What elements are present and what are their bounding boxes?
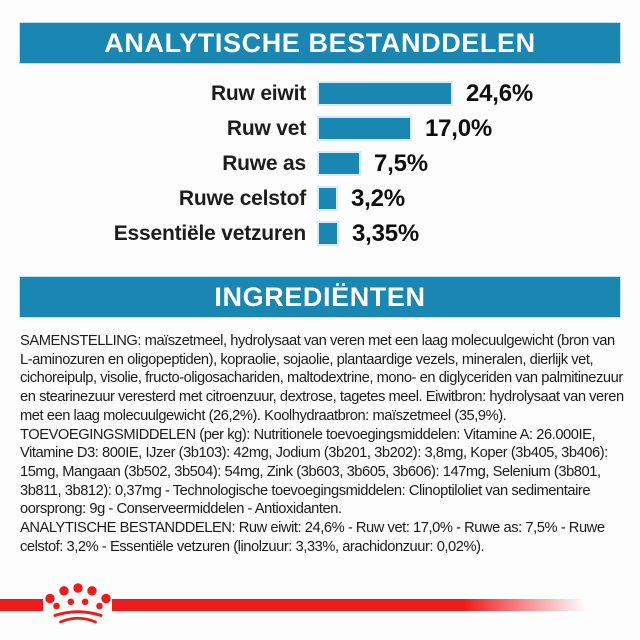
ingredients-banner: INGREDIËNTEN [19,276,621,318]
chart-bar [319,83,451,104]
red-band-right [112,599,600,611]
chart-bar [319,223,337,244]
chart-row: Essentiële vetzuren 3,35% [0,216,640,251]
ingredients-text-block: SAMENSTELLING: maïszetmeel, hydrolysaat … [20,332,624,556]
analytical-paragraph: ANALYTISCHE BESTANDDELEN: Ruw eiwit: 24,… [20,520,605,555]
analytical-constituents-chart: Ruw eiwit 24,6% Ruw vet 17,0% Ruwe as 7,5% Ruw… [0,76,640,251]
chart-value-label: 17,0% [425,114,493,142]
chart-value-label: 3,35% [352,219,420,247]
chart-category-label: Ruw vet [226,116,306,140]
chart-bar [319,118,410,139]
analytical-constituents-banner: ANALYTISCHE BESTANDDELEN [19,22,621,64]
chart-row: Ruw eiwit 24,6% [0,76,640,111]
analytical-constituents-title: ANALYTISCHE BESTANDDELEN [104,27,536,58]
royal-canin-crown-icon [45,583,111,624]
chart-value-label: 24,6% [466,79,534,107]
chart-bar [319,153,359,174]
chart-category-label: Ruw eiwit [210,81,306,105]
chart-value-label: 3,2% [351,184,405,212]
chart-row: Ruwe as 7,5% [0,146,640,181]
additives-paragraph: TOEVOEGINGSMIDDELEN (per kg): Nutritione… [20,426,608,518]
chart-row: Ruwe celstof 3,2% [0,181,640,216]
red-band-left [0,599,43,611]
chart-value-label: 7,5% [374,149,428,177]
composition-paragraph: SAMENSTELLING: maïszetmeel, hydrolysaat … [20,333,624,424]
chart-row: Ruw vet 17,0% [0,111,640,146]
chart-bar [319,188,336,209]
ingredients-title: INGREDIËNTEN [214,281,426,312]
chart-category-label: Ruwe celstof [178,186,306,210]
chart-category-label: Essentiële vetzuren [113,221,306,245]
chart-category-label: Ruwe as [222,151,306,175]
